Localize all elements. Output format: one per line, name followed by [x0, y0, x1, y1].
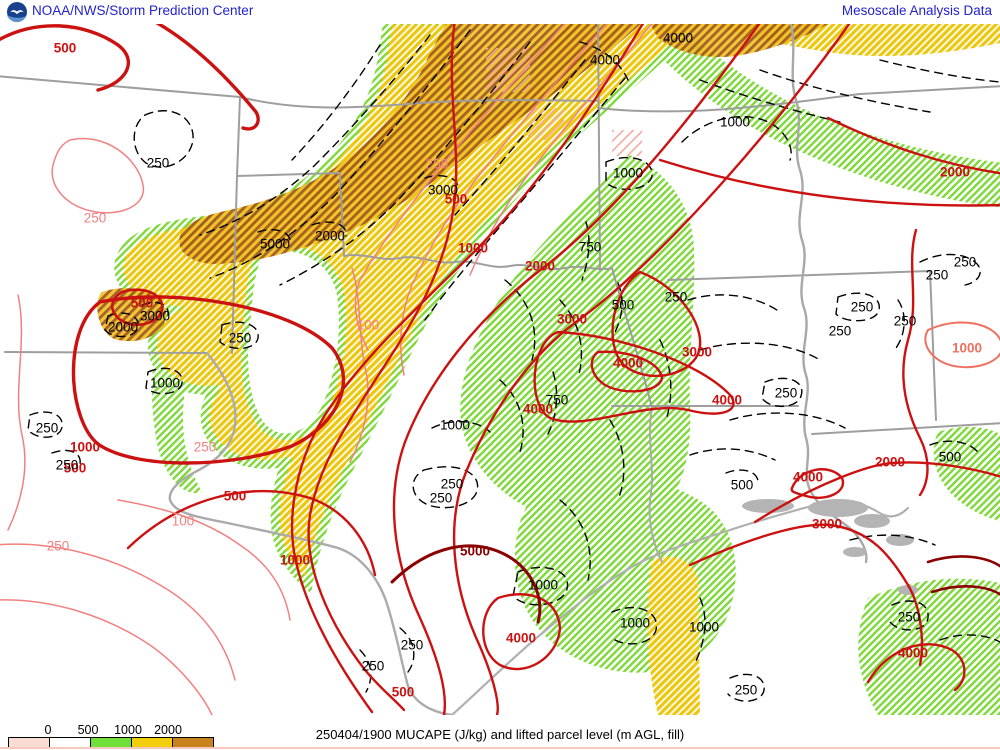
contour-label: 5000 — [259, 236, 291, 252]
contour-label: 4000 — [662, 30, 694, 46]
contour-label: 4000 — [589, 52, 621, 68]
contour-label: 250 — [361, 658, 385, 674]
contour-label: 250 — [664, 289, 688, 305]
contour-label: 750 — [545, 392, 569, 408]
contour-label: 250 — [893, 313, 917, 329]
contour-label: 2000 — [314, 228, 346, 244]
header-bar: NOAA/NWS/Storm Prediction Center Mesosca… — [0, 0, 1000, 24]
contour-label: 250 — [83, 210, 107, 226]
contour-label: 250 — [897, 609, 921, 625]
contour-label: 1000 — [69, 439, 101, 455]
contour-label: 500 — [444, 191, 468, 207]
contour-label: 1000 — [951, 340, 983, 356]
contour-label: 1000 — [527, 577, 559, 593]
contour-label: 250 — [400, 637, 424, 653]
contour-label: 250 — [440, 476, 464, 492]
contour-label: 3000 — [681, 344, 713, 360]
contour-label: 250 — [228, 330, 252, 346]
contour-label: 3000 — [427, 182, 459, 198]
contour-label: 500 — [611, 297, 635, 313]
contour-label: 2000 — [107, 319, 139, 335]
contour-label: 250 — [774, 385, 798, 401]
contour-label: 250 — [953, 254, 977, 270]
mucape-contours — [0, 18, 1000, 717]
legend-swatch — [50, 738, 91, 748]
contour-label: 500 — [63, 460, 87, 476]
contour-label: 500 — [938, 449, 962, 465]
legend-tick-label: 0 — [44, 723, 52, 737]
contour-label: 4000 — [897, 645, 929, 661]
contour-label: 100 — [356, 317, 380, 333]
contour-label: 250 — [55, 457, 79, 473]
legend-tick-label: 1000 — [114, 723, 142, 737]
contour-label: 250 — [850, 299, 874, 315]
page-title: Mesoscale Analysis Data — [841, 3, 992, 18]
contour-label: 250 — [425, 156, 449, 172]
footer-bar: 0 500 1000 2000 250404/1900 MUCAPE (J/kg) a… — [0, 715, 1000, 750]
fill-regions — [97, 15, 1000, 715]
contour-label: 250 — [925, 267, 949, 283]
contour-label: 1000 — [149, 375, 181, 391]
legend-tick-label: 2000 — [154, 723, 182, 737]
contour-label: 500 — [130, 295, 154, 311]
contour-label: 250 — [35, 420, 59, 436]
contour-label: 4000 — [505, 630, 537, 646]
site-title-link[interactable]: NOAA/NWS/Storm Prediction Center — [32, 3, 254, 18]
contour-label: 4000 — [612, 355, 644, 371]
contour-label: 2000 — [874, 454, 906, 470]
contour-label: 500 — [53, 40, 77, 56]
contour-label: 500 — [223, 488, 247, 504]
legend-swatch — [132, 738, 173, 748]
contour-label: 100 — [171, 513, 195, 529]
bottom-contour-line — [0, 747, 1000, 749]
contour-label: 4000 — [711, 392, 743, 408]
contour-label: 3000 — [811, 516, 843, 532]
contour-label: 1000 — [279, 552, 311, 568]
contour-label: 1000 — [719, 114, 751, 130]
contour-label: 1000 — [457, 240, 489, 256]
contour-label: 3000 — [139, 308, 171, 324]
contour-label: 250 — [429, 490, 453, 506]
legend-tick-labels: 0 500 1000 2000 — [8, 723, 248, 737]
contour-label: 250 — [828, 323, 852, 339]
contour-label: 500 — [730, 477, 754, 493]
fill-legend: 0 500 1000 2000 — [8, 723, 248, 749]
coastal-marsh — [742, 499, 918, 595]
contour-label: 1000 — [439, 417, 471, 433]
contour-label: 2000 — [524, 258, 556, 274]
contour-label: 750 — [578, 239, 602, 255]
contour-label: 250 — [46, 538, 70, 554]
contour-label: 4000 — [522, 401, 554, 417]
legend-tick-label: 500 — [77, 723, 99, 737]
legend-swatch — [91, 738, 132, 748]
state-borders — [0, 18, 1000, 717]
noaa-logo-icon — [7, 2, 27, 22]
contour-label: 1000 — [612, 165, 644, 181]
contour-label: 5000 — [459, 543, 491, 559]
contour-label: 4000 — [792, 469, 824, 485]
contour-label: 3000 — [556, 311, 588, 327]
contour-label: 250 — [146, 155, 170, 171]
contour-label: 2000 — [939, 164, 971, 180]
legend-swatch — [9, 738, 50, 748]
map-caption: 250404/1900 MUCAPE (J/kg) and lifted par… — [315, 727, 685, 742]
contour-label: 500 — [391, 684, 415, 700]
contour-label: 250 — [193, 439, 217, 455]
contour-label: 250 — [734, 682, 758, 698]
legend-swatch — [173, 738, 213, 748]
contour-label: 1000 — [688, 619, 720, 635]
contour-label: 1000 — [619, 615, 651, 631]
